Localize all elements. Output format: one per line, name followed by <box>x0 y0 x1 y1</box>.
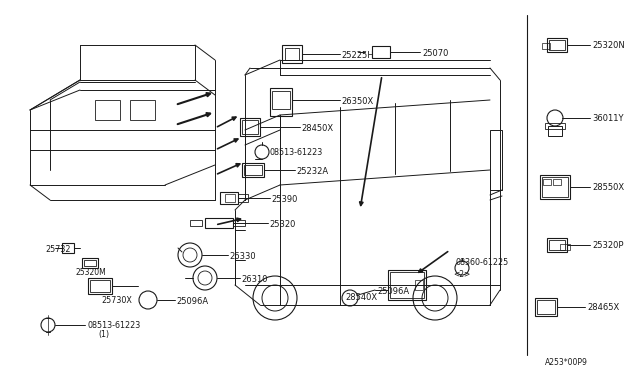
Bar <box>548 126 562 136</box>
Bar <box>242 163 264 177</box>
Text: 25320M: 25320M <box>76 268 107 277</box>
Text: 25320N: 25320N <box>592 41 625 50</box>
Bar <box>95 100 120 120</box>
Text: 08360-61225: 08360-61225 <box>455 258 508 267</box>
Bar <box>244 165 262 175</box>
Text: 28550X: 28550X <box>592 183 624 192</box>
Bar <box>560 244 570 250</box>
Text: 26350X: 26350X <box>341 97 373 106</box>
Text: 25730X: 25730X <box>101 296 132 305</box>
Text: 25096A: 25096A <box>176 297 208 306</box>
Bar <box>82 258 98 268</box>
Bar <box>282 45 302 63</box>
Bar <box>537 300 555 314</box>
Bar <box>190 220 202 226</box>
Text: 25320: 25320 <box>269 220 296 229</box>
Bar <box>542 177 568 197</box>
Text: 25732: 25732 <box>45 245 70 254</box>
Bar <box>490 130 502 190</box>
Bar <box>90 280 110 292</box>
Bar <box>545 123 565 129</box>
Text: 25320P: 25320P <box>592 241 623 250</box>
Text: 28465X: 28465X <box>587 303 620 312</box>
Bar <box>233 220 245 226</box>
Bar <box>240 118 260 136</box>
Bar <box>549 240 565 250</box>
Bar <box>547 38 567 52</box>
Text: 08513-61223: 08513-61223 <box>270 148 323 157</box>
Bar <box>205 218 233 228</box>
Bar <box>388 270 426 300</box>
Text: 08513-61223: 08513-61223 <box>87 321 140 330</box>
Text: 25232A: 25232A <box>296 167 328 176</box>
Bar <box>88 278 112 294</box>
Text: 26330: 26330 <box>229 252 255 261</box>
Text: 25070: 25070 <box>422 49 449 58</box>
Bar <box>372 46 390 58</box>
Text: 36011Y: 36011Y <box>592 114 623 123</box>
Bar <box>225 194 235 202</box>
Bar <box>553 179 561 185</box>
Bar <box>272 91 290 109</box>
Bar <box>130 100 155 120</box>
Bar <box>540 175 570 199</box>
Bar <box>542 43 550 49</box>
Text: 26310: 26310 <box>241 275 268 284</box>
Bar <box>220 192 238 204</box>
Text: 28450X: 28450X <box>301 124 333 133</box>
Bar <box>390 272 424 298</box>
Bar <box>285 48 299 60</box>
Bar <box>543 179 551 185</box>
Text: <2>: <2> <box>453 270 470 279</box>
Bar <box>547 238 567 252</box>
Bar <box>535 298 557 316</box>
Bar <box>549 40 565 50</box>
Text: 25390: 25390 <box>271 195 298 204</box>
Bar <box>84 260 96 266</box>
Text: A253*00P9: A253*00P9 <box>545 358 588 367</box>
Bar <box>62 243 74 253</box>
Text: 28540X: 28540X <box>345 293 377 302</box>
Bar <box>242 120 258 134</box>
Text: 25096A: 25096A <box>377 287 409 296</box>
Bar <box>238 194 248 202</box>
Bar <box>270 88 292 116</box>
Text: (1): (1) <box>98 330 109 339</box>
Bar <box>415 280 423 290</box>
Text: 25225H: 25225H <box>341 51 374 60</box>
